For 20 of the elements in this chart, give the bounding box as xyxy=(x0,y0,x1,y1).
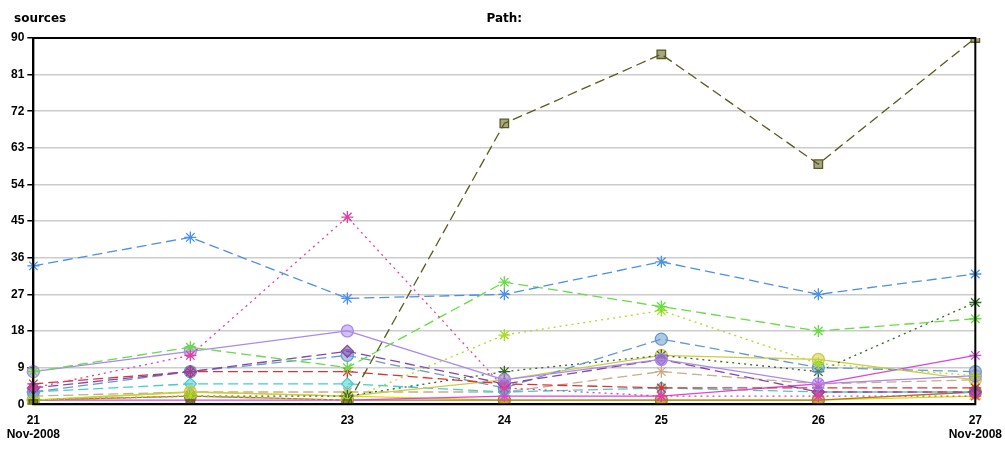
y-axis-title: sources xyxy=(14,11,67,25)
x-tick-label: 23 xyxy=(340,412,355,427)
y-tick-label: 18 xyxy=(10,323,25,338)
y-tick-label: 81 xyxy=(10,66,25,81)
y-tick-label: 45 xyxy=(10,213,25,228)
y-tick-label: 63 xyxy=(10,140,25,155)
y-tick-label: 72 xyxy=(10,103,25,118)
chart-title: Path: xyxy=(486,11,523,25)
y-tick-label: 9 xyxy=(17,359,25,374)
x-tick-label: 24 xyxy=(497,412,512,427)
x-tick-label: 22 xyxy=(183,412,198,427)
x-tick-label: 21 Nov-2008 xyxy=(6,412,61,442)
y-tick-label: 90 xyxy=(10,30,25,45)
x-tick-label: 27 Nov-2008 xyxy=(948,412,1003,442)
y-tick-label: 27 xyxy=(10,286,25,301)
y-tick-label: 36 xyxy=(10,250,25,265)
y-tick-label: 0 xyxy=(17,396,25,411)
y-tick-label: 54 xyxy=(10,176,25,191)
x-tick-label: 26 xyxy=(811,412,826,427)
x-tick-label: 25 xyxy=(654,412,669,427)
